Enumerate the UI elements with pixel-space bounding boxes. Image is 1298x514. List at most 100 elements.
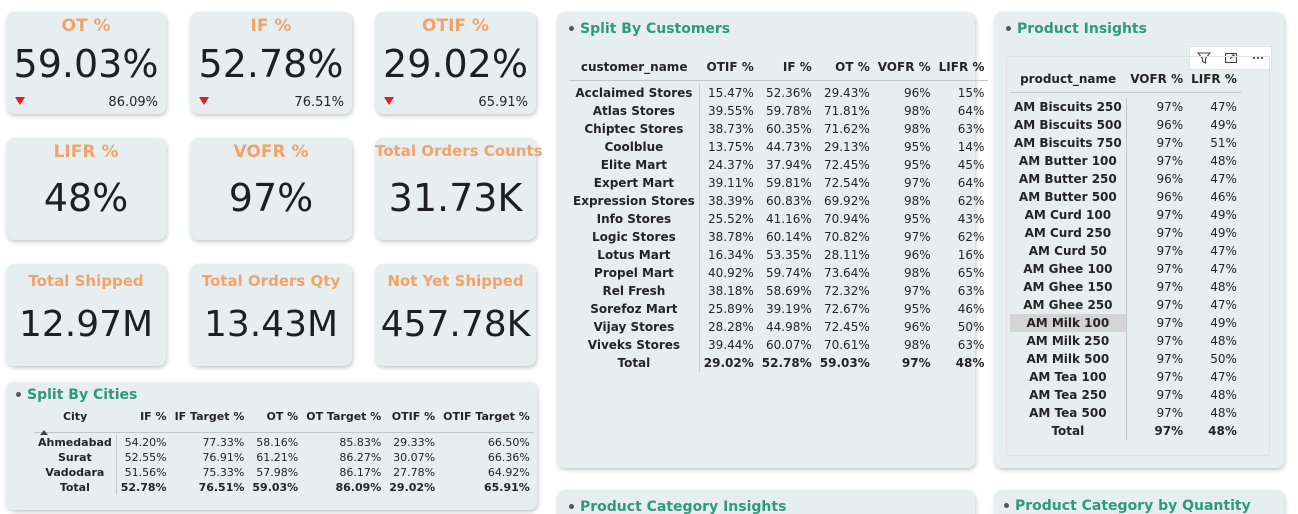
column-header[interactable]: IF % <box>757 54 816 81</box>
table-row[interactable]: AM Milk 250 97% 48% <box>1010 332 1241 350</box>
bullet-icon <box>569 25 574 31</box>
table-row[interactable]: Propel Mart 40.92% 59.74% 73.64% 98% 65% <box>569 264 988 282</box>
table-row[interactable]: AM Butter 500 96% 46% <box>1010 188 1241 206</box>
table-row[interactable]: Sorefoz Mart 25.89% 39.19% 72.67% 95% 46% <box>569 300 988 318</box>
table-row[interactable]: AM Ghee 150 97% 48% <box>1010 278 1241 296</box>
table-row[interactable]: Info Stores 25.52% 41.16% 70.94% 95% 43% <box>569 210 988 228</box>
table-row[interactable]: Logic Stores 38.78% 60.14% 70.82% 97% 62% <box>569 228 988 246</box>
cell-value: 49% <box>1210 208 1237 222</box>
column-header[interactable]: OT % <box>248 410 303 433</box>
split-by-customers-visual[interactable]: Split By Customers customer_name OTIF % IF… <box>557 12 989 468</box>
table-row[interactable]: AM Butter 100 97% 48% <box>1010 152 1241 170</box>
table-row[interactable]: Elite Mart 24.37% 37.94% 72.45% 95% 45% <box>569 156 988 174</box>
table-row[interactable]: AM Butter 250 96% 47% <box>1010 170 1241 188</box>
row-label: AM Ghee 150 <box>1010 278 1127 296</box>
kpi-card-otif[interactable]: OTIF % 29.02% 65.91% <box>375 12 536 114</box>
table-row[interactable]: AM Curd 100 97% 49% <box>1010 206 1241 224</box>
table-row[interactable]: Rel Fresh 38.18% 58.69% 72.32% 97% 63% <box>569 282 988 300</box>
cell-value: 47% <box>1210 244 1237 258</box>
column-header[interactable]: OT Target % <box>302 410 386 433</box>
table-row[interactable]: AM Curd 250 97% 49% <box>1010 224 1241 242</box>
table-row[interactable]: AM Biscuits 250 97% 47% <box>1010 98 1241 116</box>
cell-value: 96% <box>903 86 931 100</box>
table-row[interactable]: AM Tea 500 97% 48% <box>1010 404 1241 422</box>
table-row[interactable]: Ahmedabad 54.20% 77.33% 58.16% 85.83% 29.33% 6… <box>34 435 534 450</box>
cell-value: 97% <box>1156 316 1184 330</box>
table-row[interactable]: AM Milk 100 97% 49% <box>1010 314 1241 332</box>
cell-value: 47% <box>1210 100 1237 114</box>
kpi-card-not-yet-shipped[interactable]: Not Yet Shipped 457.78K <box>375 264 536 366</box>
cell-value: 44.98% <box>765 320 812 334</box>
kpi-title: Total Orders Qty <box>201 272 341 290</box>
product-category-by-quantity-visual[interactable]: Product Category by Quantity <box>994 490 1284 514</box>
table-row[interactable]: Vijay Stores 28.28% 44.98% 72.45% 96% 50% <box>569 318 988 336</box>
table-row[interactable]: Expression Stores 38.39% 60.83% 69.92% 98% 62… <box>569 192 988 210</box>
kpi-card-total-orders-counts[interactable]: Total Orders Counts 31.73K <box>375 138 543 240</box>
kpi-card-total-orders-qty[interactable]: Total Orders Qty 13.43M <box>190 264 352 366</box>
table-row[interactable]: AM Milk 500 97% 50% <box>1010 350 1241 368</box>
column-header[interactable]: OTIF % <box>699 54 758 81</box>
cell-value: 96% <box>903 320 931 334</box>
cell-value: 24.37% <box>708 158 754 172</box>
column-header[interactable]: VOFR % <box>873 54 935 81</box>
cell-value: 25.89% <box>708 302 754 316</box>
product-category-insights-visual[interactable]: Product Category Insights <box>557 490 975 514</box>
sort-ascending-icon[interactable] <box>40 429 48 435</box>
table-row[interactable]: Vadodara 51.56% 75.33% 57.98% 86.17% 27.78% 64… <box>34 465 534 480</box>
cell-value: 63% <box>957 338 985 352</box>
cell-value: 65% <box>957 266 985 280</box>
more-options-icon[interactable] <box>1244 47 1271 69</box>
table-row[interactable]: AM Ghee 250 97% 47% <box>1010 296 1241 314</box>
row-label: Total <box>569 354 700 372</box>
column-header[interactable]: City <box>34 410 117 435</box>
table-row[interactable]: AM Biscuits 500 96% 49% <box>1010 116 1241 134</box>
table-row[interactable]: Surat 52.55% 76.91% 61.21% 86.27% 30.07% 66.36… <box>34 450 534 465</box>
column-header[interactable]: product_name <box>1010 66 1127 93</box>
split-by-cities-title: Split By Cities <box>27 387 138 403</box>
cell-value: 97% <box>1156 208 1184 222</box>
cell-value: 65.91% <box>483 481 530 494</box>
row-label: AM Biscuits 750 <box>1010 134 1127 152</box>
column-header[interactable]: VOFR % <box>1126 66 1188 93</box>
cell-value: 62% <box>957 194 985 208</box>
filter-icon[interactable] <box>1190 47 1217 69</box>
cell-value: 52.78% <box>761 356 812 370</box>
column-header[interactable]: IF Target % <box>170 410 249 433</box>
column-header[interactable]: customer_name <box>569 54 700 81</box>
table-row[interactable]: AM Biscuits 750 97% 51% <box>1010 134 1241 152</box>
table-row[interactable]: AM Curd 50 97% 47% <box>1010 242 1241 260</box>
table-row[interactable]: Expert Mart 39.11% 59.81% 72.54% 97% 64% <box>569 174 988 192</box>
column-header[interactable]: OT % <box>815 54 874 81</box>
table-row[interactable]: AM Ghee 100 97% 47% <box>1010 260 1241 278</box>
cell-value: 98% <box>903 104 931 118</box>
column-header[interactable]: IF % <box>116 410 171 433</box>
kpi-card-if[interactable]: IF % 52.78% 76.51% <box>190 12 352 114</box>
kpi-card-ot[interactable]: OT % 59.03% 86.09% <box>6 12 166 114</box>
column-header[interactable]: LIFR % <box>934 54 989 81</box>
table-row[interactable]: Lotus Mart 16.34% 53.35% 28.11% 96% 16% <box>569 246 988 264</box>
product-category-insights-title: Product Category Insights <box>580 499 787 514</box>
cell-value: 48% <box>1210 334 1237 348</box>
table-row[interactable]: Acclaimed Stores 15.47% 52.36% 29.43% 96% 15% <box>569 84 988 102</box>
column-header[interactable]: LIFR % <box>1187 66 1241 93</box>
total-row: Total 29.02% 52.78% 59.03% 97% 48% <box>569 354 988 372</box>
split-by-cities-visual[interactable]: Split By Cities City IF % IF Target % OT % O… <box>6 382 537 510</box>
cell-value: 49% <box>1210 226 1237 240</box>
column-header[interactable]: OTIF % <box>385 410 440 433</box>
cell-value: 59.78% <box>765 104 812 118</box>
table-row[interactable]: Viveks Stores 39.44% 60.07% 70.61% 98% 63% <box>569 336 988 354</box>
column-header[interactable]: OTIF Target % <box>439 410 534 433</box>
table-row[interactable]: Atlas Stores 39.55% 59.78% 71.81% 98% 64% <box>569 102 988 120</box>
cell-value: 97% <box>1156 100 1184 114</box>
table-row[interactable]: AM Tea 250 97% 48% <box>1010 386 1241 404</box>
table-row[interactable]: AM Tea 100 97% 47% <box>1010 368 1241 386</box>
cell-value: 47% <box>1210 172 1237 186</box>
kpi-card-vofr[interactable]: VOFR % 97% <box>190 138 352 240</box>
table-row[interactable]: Chiptec Stores 38.73% 60.35% 71.62% 98% 63% <box>569 120 988 138</box>
table-row[interactable]: Coolblue 13.75% 44.73% 29.13% 95% 14% <box>569 138 988 156</box>
row-label: AM Butter 250 <box>1010 170 1127 188</box>
kpi-card-total-shipped[interactable]: Total Shipped 12.97M <box>6 264 166 366</box>
product-insights-visual[interactable]: Product Insights product_name VOFR % LIFR … <box>994 12 1284 468</box>
kpi-card-lifr[interactable]: LIFR % 48% <box>6 138 166 240</box>
cell-value: 62% <box>957 230 985 244</box>
